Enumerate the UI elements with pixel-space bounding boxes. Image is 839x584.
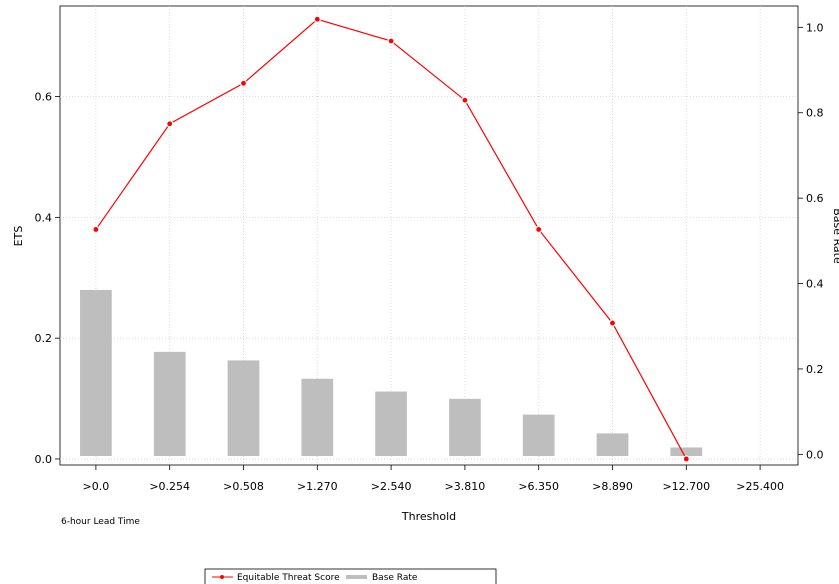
ets-point [462, 97, 468, 103]
ets-point [683, 456, 689, 462]
y-tick-label: 0.0 [35, 453, 53, 466]
base-rate-bar [301, 378, 334, 456]
ets-point [167, 121, 173, 127]
y-tick-label: 0.6 [35, 91, 53, 104]
x-tick-label: >0.0 [83, 480, 110, 493]
ets-point [93, 227, 99, 232]
lead-time-note: 6-hour Lead Time [61, 517, 140, 527]
base-rate-bar [596, 433, 629, 456]
x-tick-label: >3.810 [445, 480, 486, 493]
base-rate-bar [449, 398, 481, 456]
ets-point [610, 320, 615, 326]
plot-frame [59, 5, 799, 466]
ets-point [241, 80, 246, 86]
y2-tick-label: 1.0 [806, 21, 824, 34]
y2-tick-label: 0.0 [806, 448, 824, 461]
ets-point [388, 38, 394, 44]
x-tick-label: >2.540 [371, 480, 412, 493]
base-rate-bar [80, 289, 112, 456]
y2-axis-ticks: 0.0 0.2 0.4 0.6 0.8 1.0 [798, 21, 824, 461]
y-axis-title: ETS [12, 226, 25, 247]
x-axis-ticks: >0.0 >0.254 >0.508 >1.270 >2.540 >3.810 >6.350… [83, 465, 784, 493]
ets-point [536, 227, 542, 232]
base-rate-bar [670, 447, 703, 456]
x-tick-label: >25.400 [736, 480, 784, 493]
x-axis-title: Threshold [401, 510, 456, 523]
y2-tick-label: 0.8 [806, 107, 824, 120]
x-tick-label: >0.508 [223, 480, 264, 493]
legend-ets-marker [220, 575, 224, 579]
y2-tick-label: 0.6 [806, 192, 824, 205]
legend-ets-label: Equitable Threat Score [237, 573, 340, 583]
y-tick-label: 0.4 [35, 211, 53, 224]
x-tick-label: >12.700 [662, 480, 710, 493]
x-tick-label: >8.890 [592, 480, 633, 493]
legend-base-rate-label: Base Rate [372, 573, 418, 583]
ets-line-series [92, 15, 690, 463]
legend: Equitable Threat Score Base Rate [204, 568, 497, 584]
y2-tick-label: 0.2 [806, 363, 824, 376]
x-tick-label: >0.254 [149, 480, 190, 493]
y2-tick-label: 0.4 [806, 278, 824, 291]
base-rate-bar [227, 360, 260, 456]
base-rate-bar [375, 391, 407, 456]
y-axis-ticks: 0.0 0.2 0.4 0.6 [35, 91, 60, 466]
ets-point [314, 16, 320, 22]
base-rate-bar [522, 414, 555, 456]
y2-axis-title: Base Rate [831, 208, 839, 264]
x-tick-label: >6.350 [518, 480, 559, 493]
base-rate-bars [80, 289, 703, 456]
y-tick-label: 0.2 [35, 332, 53, 345]
grid [60, 6, 798, 465]
x-tick-label: >1.270 [297, 480, 338, 493]
base-rate-bar [153, 351, 186, 456]
